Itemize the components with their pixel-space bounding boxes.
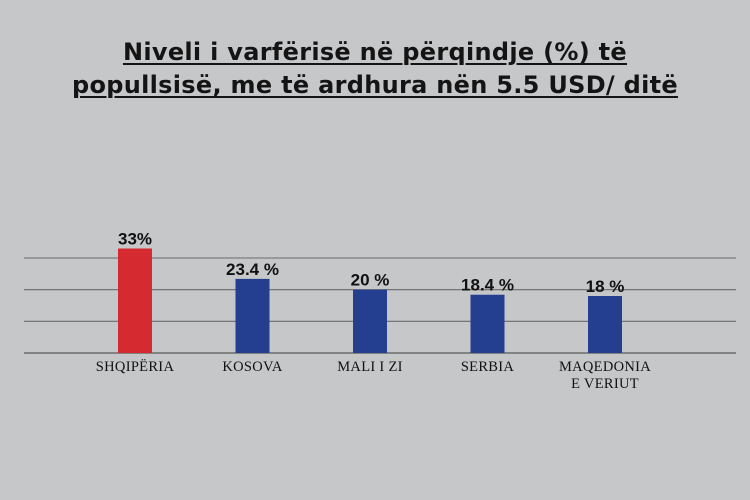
category-label: SERBIA [461,359,515,375]
chart-title: Niveli i varfërisë në përqindje (%) të p… [0,36,750,102]
bar [235,278,270,353]
bar [118,248,152,353]
chart-title-line-1: Niveli i varfërisë në përqindje (%) të [122,38,628,66]
bar [353,289,387,353]
category-label: KOSOVA [222,359,283,375]
data-labels: 33% 23.4 % 20 % 18.4 % 18 % [118,230,624,297]
data-label: 18.4 % [461,276,514,295]
data-label: 33% [118,230,152,249]
data-label: 23.4 % [226,260,279,279]
category-label: SHQIPËRIA [96,358,175,375]
category-label: MAQEDONIA E VERIUT [559,359,651,392]
bar [470,294,505,353]
category-labels: SHQIPËRIA KOSOVA MALI I ZI SERBIA MAQEDONIA E… [96,358,651,392]
bar [588,296,622,353]
chart-title-line-2: popullsisë, me të ardhura nën 5.5 USD/ d… [72,71,678,99]
data-label: 18 % [586,277,625,296]
bars [118,248,622,353]
data-label: 20 % [351,271,390,290]
category-label: MALI I ZI [337,359,403,375]
